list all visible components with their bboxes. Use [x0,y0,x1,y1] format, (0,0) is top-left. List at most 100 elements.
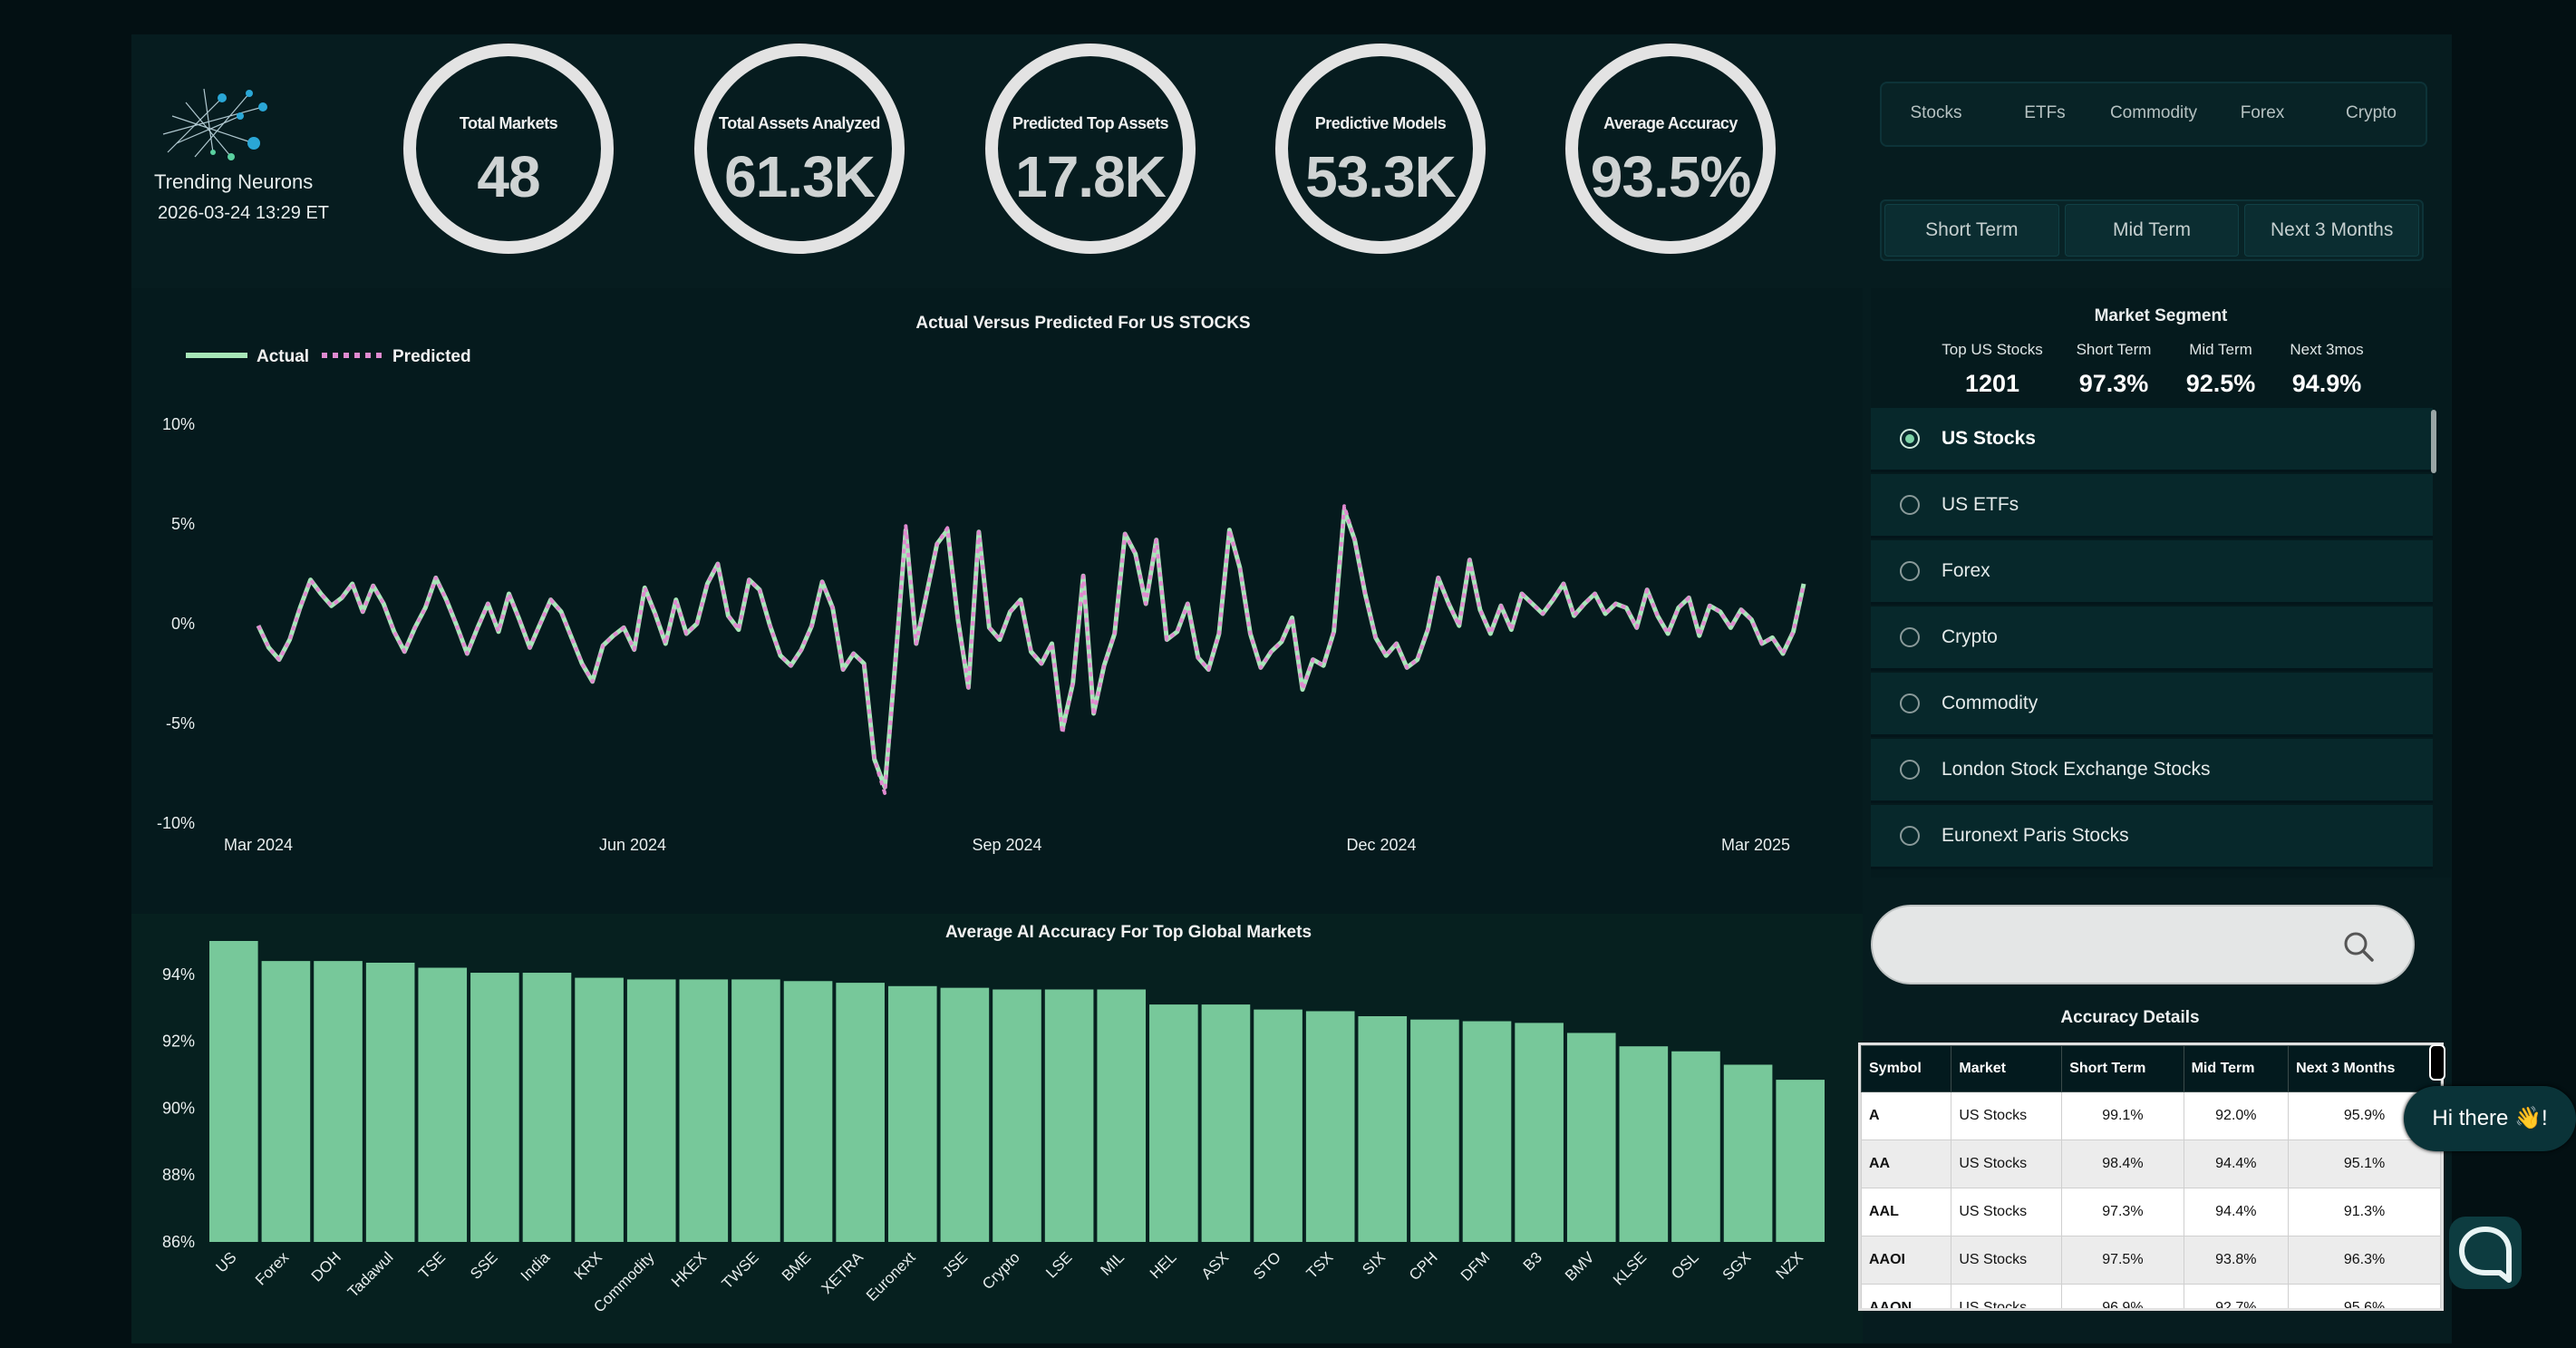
kpi-value: 61.3K [724,144,876,209]
table-row[interactable]: A US Stocks 99.1% 92.0% 95.9% [1861,1091,2441,1140]
col-short-term[interactable]: Short Term [2061,1045,2184,1092]
bar-krx [575,977,624,1242]
col-next-3-months[interactable]: Next 3 Months [2288,1045,2441,1092]
market-segment-title: Market Segment [2094,306,2228,325]
segment-stat-mid: Mid Term 92.5% [2166,341,2275,398]
bar-tadawul [365,962,415,1242]
col-symbol[interactable]: Symbol [1861,1045,1952,1092]
stat-value: 92.5% [2185,370,2256,397]
x-tick-label: HKEX [668,1248,710,1290]
bar-sto [1254,1009,1303,1242]
table-scrollbar[interactable] [2429,1044,2445,1081]
x-tick-label: KLSE [1610,1248,1650,1288]
x-tick-label: LSE [1042,1248,1075,1281]
bar-twse [731,979,780,1242]
x-tick-label: ASX [1198,1248,1232,1282]
segment-forex[interactable]: Forex [1871,540,2433,605]
kpi-label: Average Accuracy [1603,114,1738,132]
tab-commodity[interactable]: Commodity [2109,103,2198,122]
col-mid-term[interactable]: Mid Term [2183,1045,2290,1092]
kpi-predicted-top: Predicted Top Assets 17.8K [985,44,1196,254]
x-tick-label: SIX [1359,1248,1389,1278]
table-row[interactable]: AAOI US Stocks 97.5% 93.8% 96.3% [1861,1236,2441,1285]
segment-crypto[interactable]: Crypto [1871,606,2433,671]
series-actual-line [256,508,1806,790]
x-tick-label: MIL [1098,1248,1128,1278]
x-tick-label: US [212,1248,239,1275]
cell-symbol: AAON [1861,1284,1952,1308]
cell-symbol: AAL [1861,1188,1952,1236]
segment-us-stocks[interactable]: US Stocks [1871,408,2433,472]
cell-next3: 96.3% [2288,1236,2441,1285]
search-input[interactable] [1871,905,2415,984]
x-tick-label: STO [1250,1248,1284,1283]
x-tick-label: B3 [1520,1248,1545,1274]
segment-us-etfs[interactable]: US ETFs [1871,474,2433,538]
legend-predicted: Predicted [392,347,471,366]
y-tick-label: 88% [162,1166,195,1184]
stat-label: Short Term [2076,341,2152,358]
kpi-label: Predictive Models [1314,114,1447,132]
x-tick-label: Forex [252,1248,293,1289]
accuracy-table: Symbol Market Short Term Mid Term Next 3… [1858,1043,2444,1311]
y-tick-label: -10% [157,814,195,832]
segment-label: Euronext Paris Stocks [1942,825,2129,846]
tab-mid-term[interactable]: Mid Term [2064,204,2240,257]
segment-label: Commodity [1942,693,2039,713]
x-tick-label: JSE [939,1248,971,1280]
radio-button[interactable] [1900,495,1920,515]
table-row[interactable]: AAL US Stocks 97.3% 94.4% 91.3% [1861,1188,2441,1236]
y-tick-label: 10% [162,415,195,433]
bar-commodity [626,979,676,1242]
radio-button[interactable] [1900,760,1920,780]
table-row[interactable]: AAON US Stocks 96.9% 92.7% 95.6% [1861,1284,2441,1308]
x-tick-label: KRX [571,1248,605,1283]
cell-symbol: A [1861,1091,1952,1140]
cell-next3: 95.1% [2288,1139,2441,1188]
stat-label: Top US Stocks [1942,341,2043,358]
kpi-value: 53.3K [1305,144,1457,209]
chat-greeting-bubble[interactable]: Hi there 👋! [2404,1086,2576,1151]
cell-next3: 95.6% [2288,1284,2441,1308]
radio-button[interactable] [1900,693,1920,713]
bar-asx [1201,1004,1251,1242]
x-tick-label: SSE [467,1248,500,1282]
segment-commodity[interactable]: Commodity [1871,673,2433,737]
segment-stat-short: Short Term 97.3% [2059,341,2168,398]
radio-button[interactable] [1900,561,1920,581]
tab-short-term[interactable]: Short Term [1884,204,2059,257]
table-row[interactable]: AA US Stocks 98.4% 94.4% 95.1% [1861,1139,2441,1188]
cell-market: US Stocks [1951,1091,2063,1140]
segment-label: Forex [1942,560,1990,581]
stat-value: 1201 [1964,370,2020,397]
chat-launcher-button[interactable] [2449,1217,2522,1289]
segment-label: US ETFs [1942,494,2019,515]
bar-us [209,941,258,1242]
y-tick-label: 92% [162,1033,195,1051]
cell-market: US Stocks [1951,1236,2063,1285]
bar-xetra [836,983,885,1242]
bar-bme [783,981,833,1242]
segment-euronext-paris[interactable]: Euronext Paris Stocks [1871,805,2433,869]
bar-lse [1044,989,1094,1242]
tab-next-3-months[interactable]: Next 3 Months [2244,204,2420,257]
search-icon[interactable] [2342,930,2375,963]
tab-stocks[interactable]: Stocks [1910,103,1962,122]
brand-name: Trending Neurons [154,170,314,193]
bar-sgx [1723,1064,1773,1242]
tab-crypto[interactable]: Crypto [2346,103,2397,122]
stat-value: 97.3% [2078,370,2149,397]
x-tick-label: OSL [1668,1248,1701,1282]
tab-forex[interactable]: Forex [2240,103,2285,122]
radio-button[interactable] [1900,627,1920,647]
bar-crypto [993,989,1041,1242]
segment-list-scrollbar[interactable] [2431,410,2436,473]
col-market[interactable]: Market [1951,1045,2063,1092]
tab-etfs[interactable]: ETFs [2024,103,2066,122]
radio-button[interactable] [1900,826,1920,846]
kpi-label: Total Assets Analyzed [719,114,880,132]
cell-mid: 93.8% [2183,1236,2290,1285]
radio-button[interactable] [1900,429,1920,449]
segment-lse[interactable]: London Stock Exchange Stocks [1871,739,2433,803]
x-tick-label: Crypto [979,1248,1023,1293]
